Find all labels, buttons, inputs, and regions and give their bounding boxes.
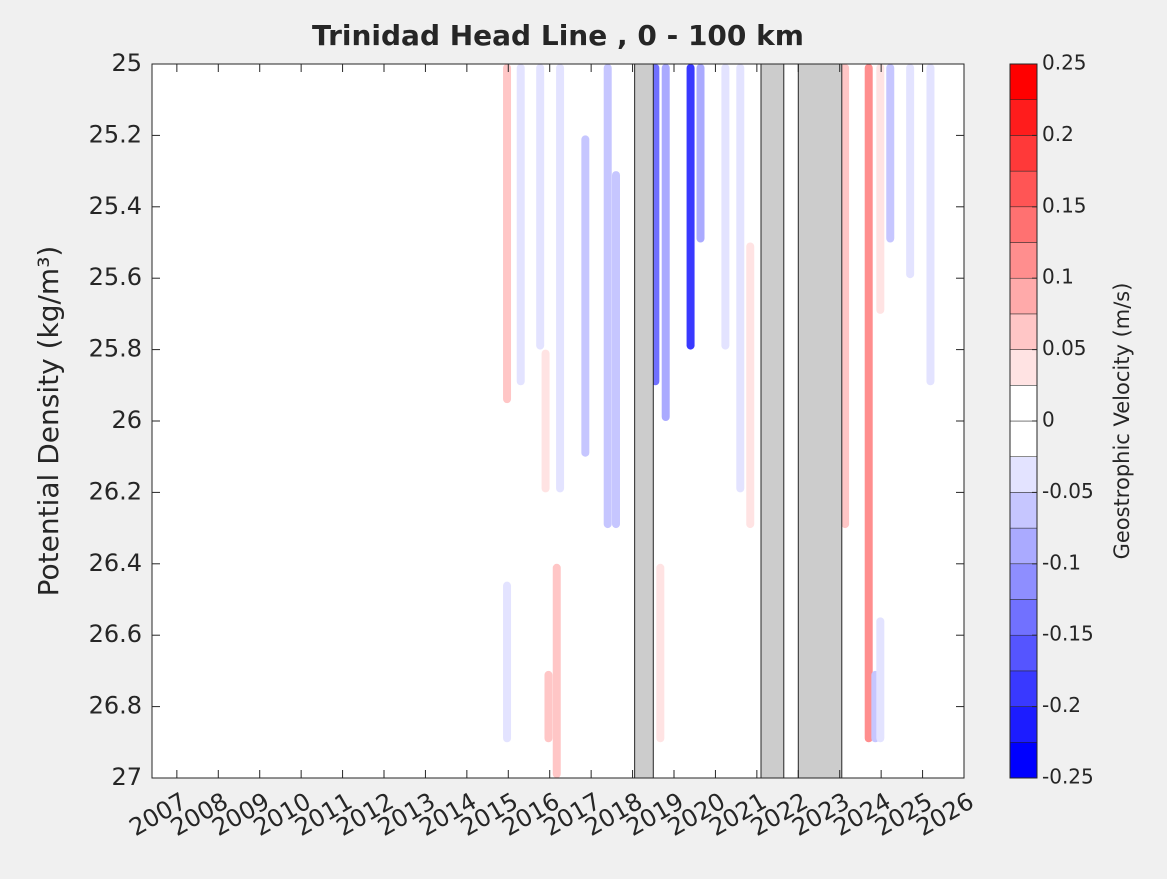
colorbar-level: [1009, 599, 1038, 636]
velocity-feature: [721, 64, 730, 350]
y-tick-label: 25.6: [89, 263, 142, 291]
colorbar-level: [1009, 385, 1038, 422]
velocity-feature: [536, 64, 545, 350]
velocity-feature: [876, 64, 885, 314]
velocity-feature: [864, 64, 873, 743]
colorbar-level: [1009, 170, 1038, 208]
colorbar-tick-label: 0.1: [1042, 265, 1074, 289]
velocity-feature: [736, 64, 745, 493]
velocity-feature: [503, 581, 512, 743]
velocity-feature: [661, 64, 670, 421]
velocity-feature: [841, 64, 850, 529]
colorbar-tick-label: -0.15: [1042, 622, 1094, 646]
colorbar-level: [1009, 420, 1038, 457]
colorbar-tick-label: -0.05: [1042, 479, 1094, 503]
y-tick-label: 25.8: [89, 335, 142, 363]
colorbar-tick-label: -0.1: [1042, 550, 1081, 574]
velocity-feature: [876, 617, 885, 743]
colorbar-level: [1009, 277, 1038, 315]
colorbar-label: Geostrophic Velocity (m/s): [1110, 283, 1134, 560]
colorbar-tick-label: 0: [1042, 408, 1055, 432]
velocity-feature: [886, 64, 895, 243]
data-gap: [797, 63, 843, 779]
colorbar-tick-label: 0.25: [1042, 51, 1087, 75]
y-tick-label: 26.8: [89, 692, 142, 720]
velocity-feature: [906, 64, 915, 279]
velocity-feature: [552, 563, 561, 778]
velocity-feature: [603, 64, 612, 529]
colorbar-tick-label: 0.2: [1042, 122, 1074, 146]
y-tick-label: 26.4: [89, 549, 142, 577]
velocity-feature: [581, 135, 590, 457]
colorbar-level: [1009, 313, 1038, 350]
colorbar-level: [1009, 492, 1038, 529]
colorbar-level: [1009, 742, 1038, 779]
y-axis-label: Potential Density (kg/m³): [32, 246, 65, 597]
colorbar-level: [1009, 242, 1038, 279]
colorbar-tick-label: 0.05: [1042, 336, 1087, 360]
colorbar-tick-label: 0.15: [1042, 193, 1087, 217]
chart-title: Trinidad Head Line , 0 - 100 km: [312, 19, 804, 52]
colorbar-level: [1009, 99, 1038, 136]
data-gap: [634, 63, 654, 779]
velocity-feature: [516, 64, 525, 386]
y-tick-label: 25.2: [89, 120, 142, 148]
y-tick-label: 26.6: [89, 620, 142, 648]
colorbar-level: [1009, 206, 1038, 243]
y-tick-label: 26.2: [89, 477, 142, 505]
data-gap: [760, 63, 785, 779]
colorbar-level: [1009, 135, 1038, 172]
plot-content: [503, 63, 935, 779]
colorbar-level: [1009, 456, 1038, 493]
y-tick-label: 27: [111, 763, 142, 791]
colorbar-tick-label: -0.25: [1042, 765, 1094, 789]
colorbar-level: [1009, 349, 1038, 386]
velocity-feature: [544, 670, 553, 743]
colorbar-level: [1009, 63, 1038, 100]
velocity-feature: [556, 64, 565, 493]
colorbar-level: [1009, 634, 1038, 672]
y-tick-label: 25.4: [89, 192, 142, 220]
velocity-feature: [926, 64, 935, 386]
colorbar-level: [1009, 706, 1038, 743]
y-tick-label: 25: [111, 49, 142, 77]
velocity-feature: [656, 563, 665, 743]
velocity-feature: [503, 64, 512, 404]
velocity-feature: [612, 171, 620, 529]
colorbar-level: [1009, 670, 1038, 707]
y-tick-label: 26: [111, 406, 142, 434]
velocity-feature: [541, 349, 550, 493]
colorbar-level: [1009, 563, 1038, 600]
colorbar-level: [1009, 527, 1038, 565]
velocity-feature: [696, 64, 705, 243]
velocity-feature: [686, 64, 695, 350]
velocity-feature: [746, 242, 755, 529]
colorbar-tick-label: -0.2: [1042, 693, 1081, 717]
